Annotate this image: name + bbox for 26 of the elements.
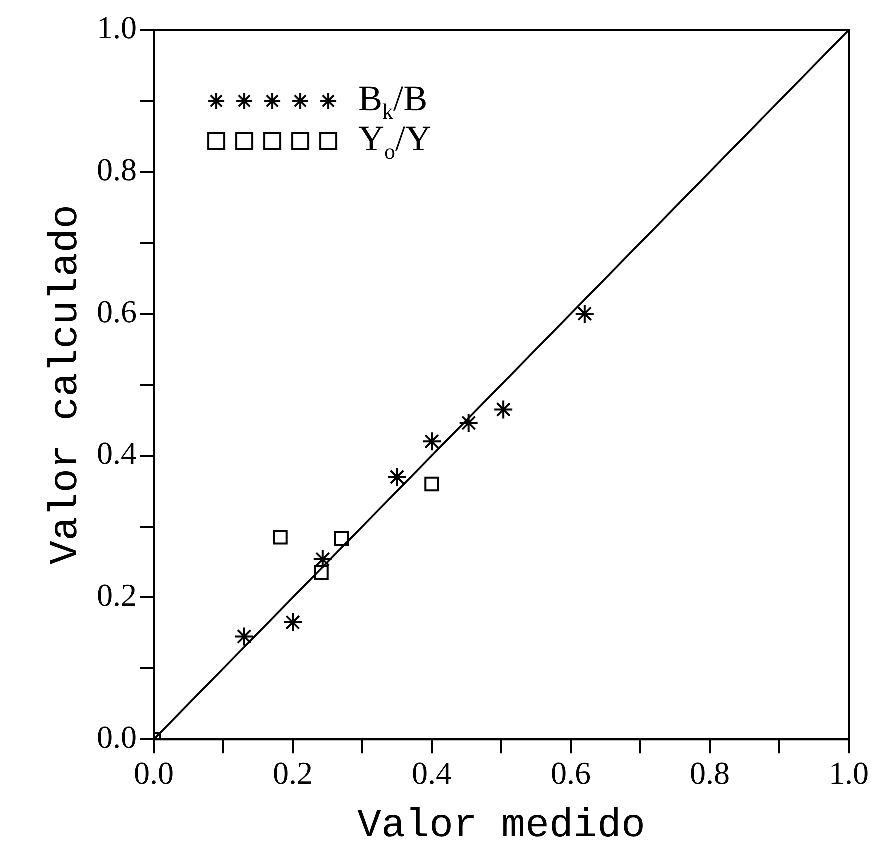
point (424, 476, 440, 492)
point (422, 432, 442, 452)
point (312, 549, 333, 570)
point (334, 531, 350, 546)
x-tick-label: 0.8 (690, 755, 730, 792)
point (273, 530, 288, 545)
point (574, 304, 595, 324)
x-tick-label: 0.6 (551, 755, 591, 792)
y-tick-label: 0.2 (97, 577, 137, 614)
point (387, 467, 408, 488)
y-tick-label: 1.0 (97, 10, 137, 46)
y-tick-label: 0.0 (97, 719, 137, 756)
x-tick-label: 0.0 (134, 755, 174, 792)
y-tick-label: 0.6 (97, 293, 137, 330)
point (458, 413, 479, 434)
x-tick-label: 0.4 (412, 755, 452, 792)
point (283, 612, 303, 633)
x-tick-label: 1.0 (829, 755, 869, 792)
point (314, 566, 329, 580)
point (234, 626, 254, 647)
y-tick-label: 0.4 (97, 435, 137, 472)
point (494, 400, 514, 420)
y-tick-label: 0.8 (97, 151, 137, 188)
y-axis-title: Valor calculado (44, 204, 90, 565)
x-axis-title: Valor medido (357, 804, 646, 850)
x-tick-label: 0.2 (273, 755, 313, 792)
